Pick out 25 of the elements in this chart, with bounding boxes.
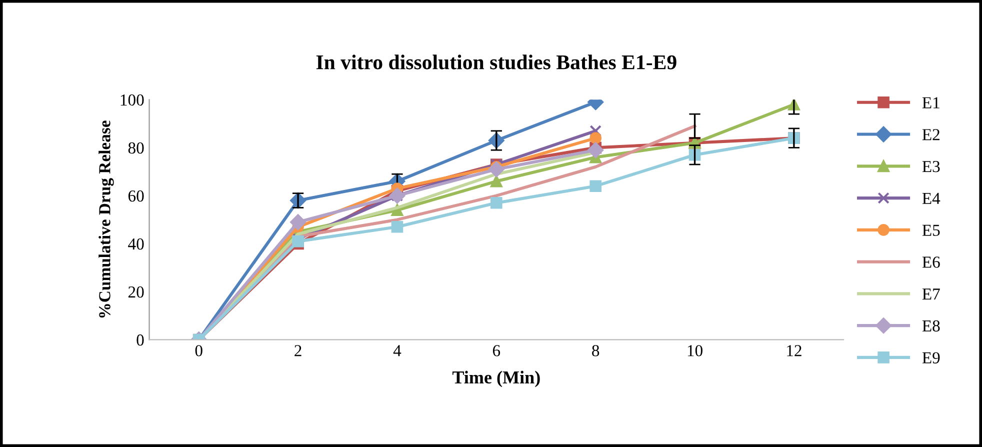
x-tick-label: 2: [294, 345, 302, 356]
x-axis-title: Time (Min): [452, 370, 540, 388]
x-tick-label: 10: [688, 345, 702, 356]
x-tick-label: 4: [393, 345, 402, 356]
legend-label: E5: [922, 224, 940, 236]
legend-label: E2: [922, 129, 940, 140]
y-tick-label: 80: [128, 142, 144, 154]
legend-label: E9: [922, 352, 940, 364]
legend-label: E3: [922, 160, 940, 172]
chart-title: In vitro dissolution studies Bathes E1-E9: [316, 54, 676, 70]
y-tick-label: 100: [120, 94, 144, 106]
y-tick-label: 40: [128, 238, 144, 250]
legend-label: E8: [922, 320, 940, 332]
y-tick-label: 60: [128, 190, 144, 202]
x-tick-label: 0: [195, 345, 202, 356]
y-tick-label: 0: [136, 334, 144, 346]
y-tick-label: 20: [128, 286, 144, 298]
legend-label: E1: [922, 97, 940, 108]
legend-label: E7: [922, 288, 940, 300]
y-axis-title: %Cumulative Drug Release: [98, 120, 114, 318]
legend-label: E4: [922, 192, 940, 204]
x-tick-label: 12: [787, 345, 802, 356]
x-tick-label: 8: [592, 345, 600, 356]
x-tick-label: 6: [492, 345, 500, 356]
legend-label: E6: [922, 256, 940, 268]
